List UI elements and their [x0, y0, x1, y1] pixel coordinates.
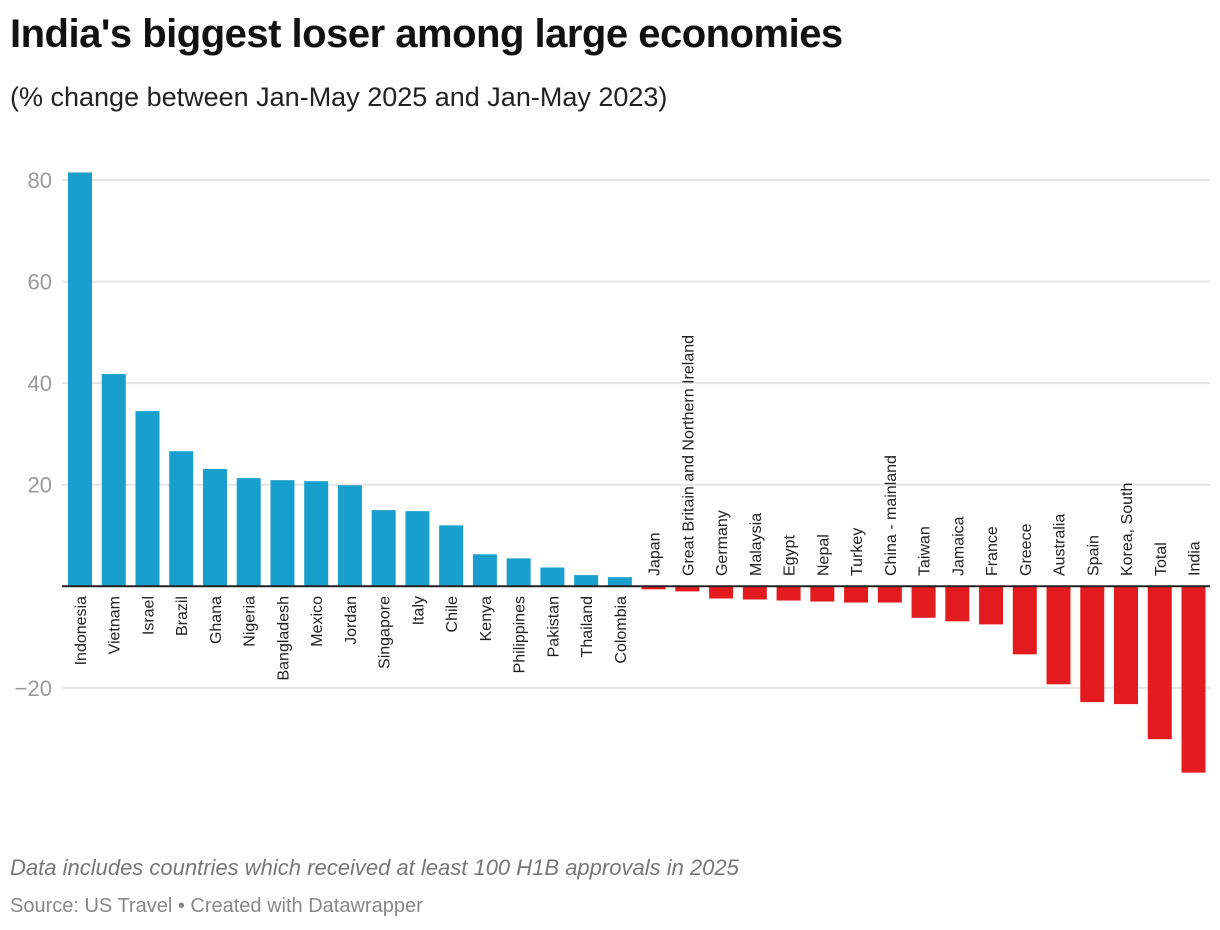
- bar: [877, 586, 902, 603]
- category-label: Pakistan: [545, 596, 562, 657]
- bar: [1080, 586, 1105, 703]
- bar: [68, 172, 92, 587]
- category-label: India: [1187, 541, 1204, 576]
- category-label: Jordan: [343, 596, 360, 645]
- category-label: Philippines: [512, 596, 529, 673]
- bar: [506, 558, 531, 587]
- category-label: France: [984, 526, 1001, 576]
- bar: [371, 510, 396, 587]
- category-label: Nigeria: [242, 596, 259, 647]
- category-label: Turkey: [849, 528, 866, 576]
- bar: [607, 577, 632, 587]
- source-line: Source: US Travel • Created with Datawra…: [10, 895, 423, 917]
- bar: [1046, 586, 1071, 685]
- category-label: Taiwan: [917, 526, 934, 576]
- bar: [742, 586, 767, 600]
- bar: [540, 567, 565, 587]
- category-label: Italy: [410, 596, 427, 625]
- footnote: Data includes countries which received a…: [10, 855, 739, 880]
- category-label: Nepal: [815, 534, 832, 576]
- y-tick-label: −20: [15, 676, 52, 701]
- category-label: Total: [1153, 542, 1170, 576]
- bar: [135, 411, 160, 587]
- category-label: Malaysia: [748, 513, 765, 576]
- bar: [337, 485, 362, 587]
- category-label: Germany: [714, 510, 731, 576]
- bar: [810, 586, 835, 602]
- y-tick-label: 60: [28, 270, 52, 295]
- bar: [1147, 586, 1172, 740]
- bar: [1012, 586, 1037, 655]
- bar: [911, 586, 936, 618]
- category-label: China - mainland: [883, 455, 900, 576]
- category-label: Vietnam: [107, 596, 124, 654]
- category-label: Brazil: [174, 596, 191, 636]
- category-label: Japan: [647, 532, 664, 576]
- category-label: Korea, South: [1119, 483, 1136, 576]
- bar: [844, 586, 869, 603]
- bar: [709, 586, 734, 599]
- bar: [776, 586, 801, 601]
- category-label: Kenya: [478, 596, 495, 641]
- bar: [472, 554, 497, 587]
- category-label: Bangladesh: [275, 596, 292, 681]
- category-label: Spain: [1085, 535, 1102, 576]
- chart-subtitle: (% change between Jan-May 2025 and Jan-M…: [10, 82, 668, 112]
- bar: [202, 468, 227, 587]
- bar: [304, 481, 329, 587]
- bar: [439, 525, 464, 587]
- chart-title: India's biggest loser among large econom…: [10, 12, 843, 56]
- y-tick-label: 40: [28, 371, 52, 396]
- bar: [101, 374, 126, 587]
- bar: [169, 451, 194, 587]
- category-label: Thailand: [579, 596, 596, 657]
- category-label: Chile: [444, 596, 461, 633]
- category-label: Indonesia: [73, 596, 90, 665]
- category-label: Egypt: [782, 535, 799, 576]
- y-tick-label: 20: [28, 473, 52, 498]
- category-label: Jamaica: [950, 516, 967, 576]
- category-label: Greece: [1018, 523, 1035, 576]
- category-label: Australia: [1052, 514, 1069, 576]
- bar: [979, 586, 1004, 625]
- category-label: Great Britain and Northern Ireland: [680, 335, 697, 576]
- category-label: Ghana: [208, 596, 225, 644]
- category-label: Mexico: [309, 596, 326, 647]
- bar: [236, 478, 261, 587]
- category-label: Colombia: [613, 596, 630, 664]
- bar: [1114, 586, 1139, 705]
- y-tick-label: 80: [28, 168, 52, 193]
- bar: [675, 586, 700, 592]
- bar: [945, 586, 970, 622]
- category-label: Israel: [140, 596, 157, 635]
- bar: [270, 480, 295, 587]
- bar: [574, 575, 599, 587]
- bar: [405, 511, 430, 587]
- bar: [1181, 586, 1206, 773]
- category-label: Singapore: [377, 596, 394, 669]
- bar: [641, 586, 666, 590]
